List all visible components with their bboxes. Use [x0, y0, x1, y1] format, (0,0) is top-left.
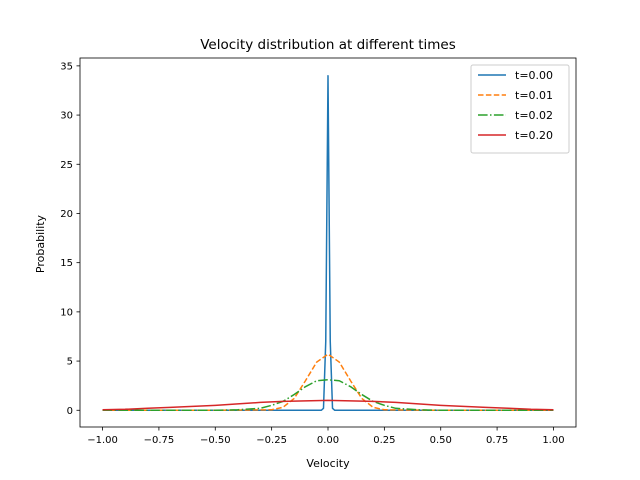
x-tick-label: −0.25 — [256, 435, 287, 446]
y-tick-label: 10 — [60, 307, 73, 318]
chart-title: Velocity distribution at different times — [200, 37, 456, 53]
legend-label: t=0.01 — [515, 89, 553, 102]
y-axis-label: Probability — [34, 214, 47, 273]
series-line-t=0.20 — [102, 399, 554, 411]
x-tick-label: −1.00 — [87, 435, 118, 446]
plot-area: −1.00 −0.75 −0.50 −0.25 0.00 0.25 0.50 0.75 1.00… — [60, 57, 577, 446]
y-tick-label: 5 — [67, 357, 73, 368]
series-line-t=0.01 — [102, 353, 554, 412]
legend-label: t=0.00 — [515, 69, 553, 82]
legend: t=0.00 t=0.01 t=0.02 t=0.20 — [470, 64, 570, 154]
series-line-t=0.02 — [102, 379, 554, 412]
y-tick-label: 0 — [67, 406, 73, 417]
y-tick-label: 30 — [60, 111, 73, 122]
y-tick-label: 25 — [60, 160, 73, 171]
x-tick-label: 0.50 — [430, 435, 452, 446]
y-tick-label: 35 — [60, 61, 73, 72]
legend-label: t=0.02 — [515, 109, 553, 122]
x-tick-label: −0.50 — [200, 435, 231, 446]
legend-box — [470, 64, 570, 154]
x-tick-label: 0.75 — [486, 435, 508, 446]
x-tick-label: 0.00 — [317, 435, 339, 446]
legend-label: t=0.20 — [515, 129, 553, 142]
x-axis-label: Velocity — [306, 457, 350, 470]
y-tick-label: 15 — [60, 258, 73, 269]
series-line-t=0.00 — [102, 74, 554, 412]
y-tick-label: 20 — [60, 209, 73, 220]
x-tick-label: 1.00 — [542, 435, 564, 446]
x-tick-label: 0.25 — [373, 435, 395, 446]
x-tick-label: −0.75 — [144, 435, 175, 446]
